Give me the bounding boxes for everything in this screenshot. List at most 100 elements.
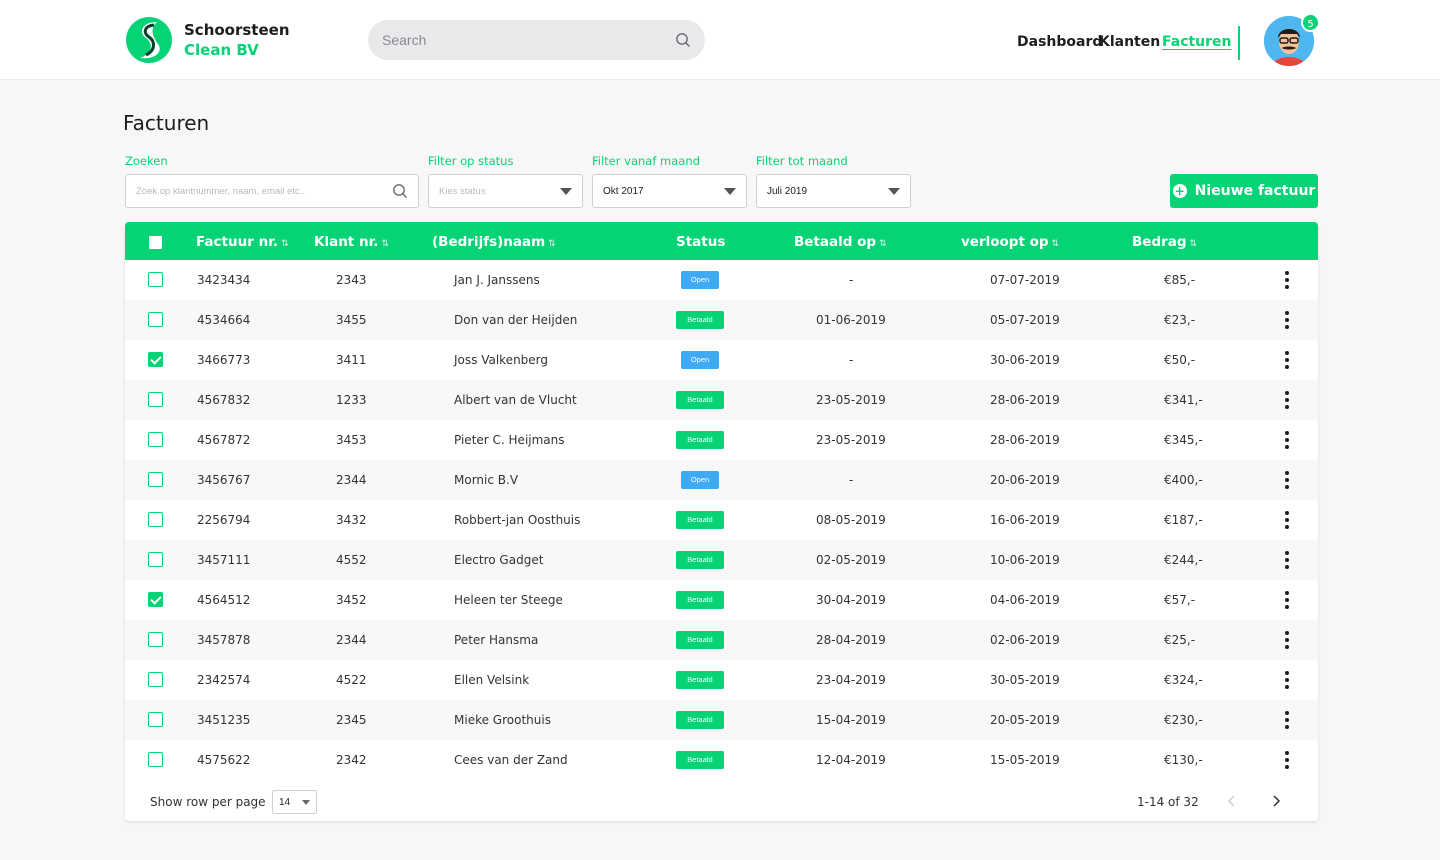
select-all-checkbox[interactable] bbox=[149, 236, 162, 249]
sort-icon[interactable]: ⇅ bbox=[381, 239, 389, 249]
kebab-menu-icon[interactable] bbox=[1283, 711, 1291, 729]
col-klant[interactable]: Klant nr. ⇅ bbox=[314, 234, 389, 250]
rows-per-page-label: Show row per page bbox=[150, 795, 266, 809]
cell-factuur: 4534664 bbox=[197, 313, 251, 327]
row-checkbox[interactable] bbox=[148, 552, 163, 567]
row-checkbox[interactable] bbox=[148, 712, 163, 727]
sort-icon[interactable]: ⇅ bbox=[1189, 239, 1198, 249]
kebab-menu-icon[interactable] bbox=[1283, 591, 1291, 609]
row-checkbox[interactable] bbox=[148, 472, 163, 487]
table-row[interactable]: 3423434 2343 Jan J. Janssens Open - 07-07-201… bbox=[125, 260, 1318, 300]
nav-klanten[interactable]: Klanten bbox=[1099, 34, 1161, 50]
cell-klant: 4552 bbox=[336, 553, 367, 567]
table-row[interactable]: 2256794 3432 Robbert-jan Oosthuis Betaald 08… bbox=[125, 500, 1318, 540]
row-checkbox[interactable] bbox=[148, 672, 163, 687]
logo-icon[interactable] bbox=[124, 16, 174, 64]
cell-betaald: 30-04-2019 bbox=[816, 593, 886, 607]
search-bar[interactable] bbox=[368, 20, 705, 60]
kebab-menu-icon[interactable] bbox=[1283, 391, 1291, 409]
nav-facturen[interactable]: Facturen bbox=[1162, 34, 1232, 50]
row-checkbox[interactable] bbox=[148, 592, 163, 607]
cell-bedrag: €400,- bbox=[1164, 473, 1203, 487]
avatar[interactable] bbox=[1264, 16, 1314, 66]
row-checkbox[interactable] bbox=[148, 512, 163, 527]
table-row[interactable]: 2342574 4522 Ellen Velsink Betaald 23-04-201… bbox=[125, 660, 1318, 700]
filter-search-input[interactable]: Zoek op klantnummer, naam, email etc.. bbox=[125, 174, 419, 208]
col-naam[interactable]: (Bedrijfs)naam ⇅ bbox=[432, 234, 556, 250]
table-row[interactable]: 3457111 4552 Electro Gadget Betaald 02-05-20… bbox=[125, 540, 1318, 580]
filter-to-select[interactable]: Juli 2019 bbox=[756, 174, 911, 208]
cell-betaald: - bbox=[849, 273, 854, 287]
status-badge: Open bbox=[681, 471, 719, 489]
table-row[interactable]: 4534664 3455 Don van der Heijden Betaald 01-… bbox=[125, 300, 1318, 340]
filter-from-select[interactable]: Okt 2017 bbox=[592, 174, 747, 208]
new-invoice-button[interactable]: + Nieuwe factuur bbox=[1170, 174, 1318, 208]
page-title: Facturen bbox=[123, 111, 210, 135]
cell-factuur: 4575622 bbox=[197, 753, 251, 767]
cell-bedrag: €230,- bbox=[1164, 713, 1203, 727]
cell-bedrag: €85,- bbox=[1164, 273, 1196, 287]
row-checkbox[interactable] bbox=[148, 632, 163, 647]
cell-klant: 3452 bbox=[336, 593, 367, 607]
filter-to-value: Juli 2019 bbox=[767, 185, 808, 197]
kebab-menu-icon[interactable] bbox=[1283, 471, 1291, 489]
sort-icon[interactable]: ⇅ bbox=[281, 239, 289, 249]
cell-verloopt: 15-05-2019 bbox=[990, 753, 1060, 767]
row-checkbox[interactable] bbox=[148, 392, 163, 407]
row-checkbox[interactable] bbox=[148, 352, 163, 367]
table-row[interactable]: 4567872 3453 Pieter C. Heijmans Betaald 23-0… bbox=[125, 420, 1318, 460]
table-row[interactable]: 4564512 3452 Heleen ter Steege Betaald 30-04… bbox=[125, 580, 1318, 620]
cell-betaald: 12-04-2019 bbox=[816, 753, 886, 767]
search-icon[interactable] bbox=[675, 32, 691, 48]
kebab-menu-icon[interactable] bbox=[1283, 351, 1291, 369]
chevron-left-icon[interactable] bbox=[1225, 794, 1239, 808]
kebab-menu-icon[interactable] bbox=[1283, 671, 1291, 689]
chevron-right-icon[interactable] bbox=[1269, 794, 1283, 808]
kebab-menu-icon[interactable] bbox=[1283, 431, 1291, 449]
kebab-menu-icon[interactable] bbox=[1283, 751, 1291, 769]
cell-factuur: 3466773 bbox=[197, 353, 251, 367]
cell-naam: Joss Valkenberg bbox=[454, 353, 549, 367]
col-betaald[interactable]: Betaald op ⇅ bbox=[794, 234, 887, 250]
table-row[interactable]: 3451235 2345 Mieke Groothuis Betaald 15-04-2… bbox=[125, 700, 1318, 740]
col-factuur[interactable]: Factuur nr. ⇅ bbox=[196, 234, 289, 250]
cell-factuur: 3456767 bbox=[197, 473, 251, 487]
nav-dashboard[interactable]: Dashboard bbox=[1017, 34, 1103, 50]
kebab-menu-icon[interactable] bbox=[1283, 311, 1291, 329]
kebab-menu-icon[interactable] bbox=[1283, 631, 1291, 649]
col-bedrag[interactable]: Bedrag ⇅ bbox=[1132, 234, 1197, 250]
brand-name[interactable]: Schoorsteen Clean BV bbox=[184, 20, 290, 60]
row-checkbox[interactable] bbox=[148, 752, 163, 767]
cell-verloopt: 28-06-2019 bbox=[990, 433, 1060, 447]
cell-factuur: 3423434 bbox=[197, 273, 251, 287]
col-verloopt[interactable]: verloopt op ⇅ bbox=[961, 234, 1059, 250]
sort-icon[interactable]: ⇅ bbox=[879, 239, 887, 249]
cell-naam: Jan J. Janssens bbox=[454, 273, 540, 287]
status-badge: Betaald bbox=[676, 511, 724, 529]
table-row[interactable]: 4567832 1233 Albert van de Vlucht Betaald 23… bbox=[125, 380, 1318, 420]
row-checkbox[interactable] bbox=[148, 432, 163, 447]
cell-factuur: 4567832 bbox=[197, 393, 251, 407]
table-row[interactable]: 3466773 3411 Joss Valkenberg Open - 30-06-201… bbox=[125, 340, 1318, 380]
kebab-menu-icon[interactable] bbox=[1283, 271, 1291, 289]
notification-badge: 5 bbox=[1301, 13, 1320, 32]
filter-status-select[interactable]: Kies status bbox=[428, 174, 583, 208]
table-row[interactable]: 3457878 2344 Peter Hansma Betaald 28-04-2019… bbox=[125, 620, 1318, 660]
cell-bedrag: €341,- bbox=[1164, 393, 1203, 407]
rows-per-page-select[interactable]: 14 bbox=[272, 790, 317, 814]
status-badge: Betaald bbox=[676, 551, 724, 569]
kebab-menu-icon[interactable] bbox=[1283, 551, 1291, 569]
cell-verloopt: 28-06-2019 bbox=[990, 393, 1060, 407]
kebab-menu-icon[interactable] bbox=[1283, 511, 1291, 529]
col-bedrag-label: Bedrag bbox=[1132, 234, 1187, 250]
search-icon[interactable] bbox=[392, 183, 408, 199]
cell-klant: 4522 bbox=[336, 673, 367, 687]
search-input[interactable] bbox=[382, 32, 675, 48]
sort-icon[interactable]: ⇅ bbox=[1051, 239, 1060, 249]
table-row[interactable]: 3456767 2344 Mornic B.V Open - 20-06-2019 €400… bbox=[125, 460, 1318, 500]
sort-icon[interactable]: ⇅ bbox=[548, 239, 556, 249]
row-checkbox[interactable] bbox=[148, 312, 163, 327]
col-status[interactable]: Status bbox=[676, 234, 725, 250]
table-row[interactable]: 4575622 2342 Cees van der Zand Betaald 12-04… bbox=[125, 740, 1318, 780]
row-checkbox[interactable] bbox=[148, 272, 163, 287]
